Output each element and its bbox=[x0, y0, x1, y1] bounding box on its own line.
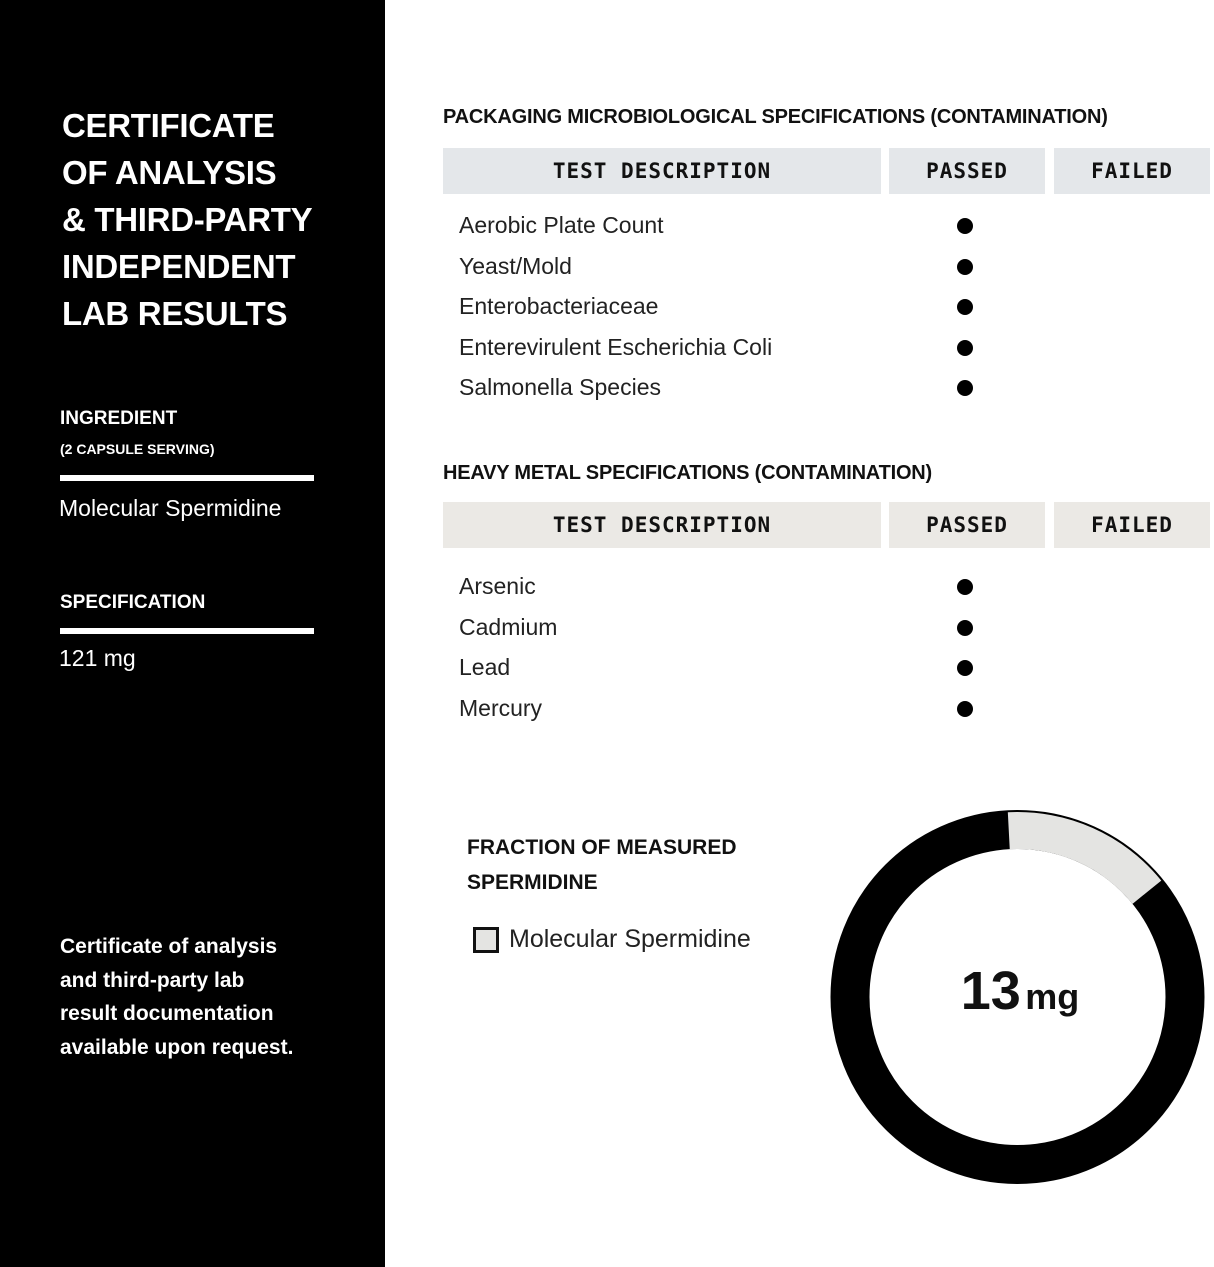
test-name: Enterevirulent Escherichia Coli bbox=[459, 333, 773, 360]
title-line: OF ANALYSIS bbox=[62, 154, 277, 191]
result-dot-passed bbox=[957, 299, 973, 316]
test-name: Enterobacteriaceae bbox=[459, 293, 659, 320]
header-passed: PASSED bbox=[889, 148, 1045, 194]
fraction-title: FRACTION OF MEASURED SPERMIDINE bbox=[467, 830, 737, 900]
metals-title: HEAVY METAL SPECIFICATIONS (CONTAMINATIO… bbox=[443, 462, 933, 484]
specification-label: SPECIFICATION bbox=[60, 592, 206, 613]
test-name: Mercury bbox=[459, 694, 543, 721]
header-failed: FAILED bbox=[1054, 148, 1210, 194]
divider bbox=[60, 628, 314, 634]
fraction-title-line: SPERMIDINE bbox=[467, 871, 598, 894]
ingredient-value: Molecular Spermidine bbox=[59, 495, 282, 521]
amount-value: 13 bbox=[960, 961, 1021, 1021]
result-dot-passed bbox=[957, 339, 973, 356]
result-dot-passed bbox=[957, 258, 973, 275]
note-line: and third-party lab bbox=[60, 968, 245, 992]
legend-label: Molecular Spermidine bbox=[509, 925, 751, 953]
note-line: Certificate of analysis bbox=[60, 935, 278, 958]
result-dot-passed bbox=[957, 380, 973, 397]
test-name: Salmonella Species bbox=[459, 374, 662, 401]
legend-swatch bbox=[473, 926, 499, 953]
test-name: Yeast/Mold bbox=[459, 252, 572, 279]
title-line: & THIRD-PARTY bbox=[62, 201, 313, 238]
test-name: Aerobic Plate Count bbox=[459, 212, 664, 238]
result-dot-passed bbox=[957, 619, 973, 636]
title-line: INDEPENDENT bbox=[62, 248, 296, 285]
ingredient-sublabel: (2 CAPSULE SERVING) bbox=[60, 441, 215, 457]
donut-center-value: 13 mg bbox=[860, 960, 1180, 1022]
ingredient-label: INGREDIENT bbox=[60, 408, 178, 429]
test-name: Lead bbox=[459, 654, 511, 681]
result-dot-passed bbox=[957, 700, 973, 717]
sidebar: CERTIFICATE OF ANALYSIS & THIRD-PARTY IN… bbox=[0, 0, 385, 1267]
title-line: LAB RESULTS bbox=[62, 295, 288, 332]
donut-chart bbox=[830, 810, 1205, 1184]
result-dot-passed bbox=[957, 218, 973, 234]
divider bbox=[60, 475, 314, 481]
amount-unit: mg bbox=[1025, 976, 1080, 1017]
header-test-description: TEST DESCRIPTION bbox=[443, 502, 881, 548]
specification-value: 121 mg bbox=[59, 645, 136, 671]
fraction-title-line: FRACTION OF MEASURED bbox=[467, 836, 737, 859]
microbio-title: PACKAGING MICROBIOLOGICAL SPECIFICATIONS… bbox=[443, 106, 1108, 128]
header-passed: PASSED bbox=[889, 502, 1045, 548]
page-title: CERTIFICATE OF ANALYSIS & THIRD-PARTY IN… bbox=[62, 102, 313, 337]
donut-highlight-segment bbox=[1007, 812, 1162, 904]
note-line: result documentation bbox=[60, 1002, 274, 1025]
legend-item: Molecular Spermidine bbox=[473, 925, 751, 954]
title-line: CERTIFICATE bbox=[62, 107, 275, 144]
result-dot-passed bbox=[957, 660, 973, 677]
header-test-description: TEST DESCRIPTION bbox=[443, 148, 881, 194]
header-failed: FAILED bbox=[1054, 502, 1210, 548]
test-name: Cadmium bbox=[459, 613, 558, 640]
test-name: Arsenic bbox=[459, 573, 536, 599]
result-dot-passed bbox=[957, 579, 973, 595]
note-line: available upon request. bbox=[60, 1035, 294, 1059]
availability-note: Certificate of analysis and third-party … bbox=[60, 930, 293, 1064]
